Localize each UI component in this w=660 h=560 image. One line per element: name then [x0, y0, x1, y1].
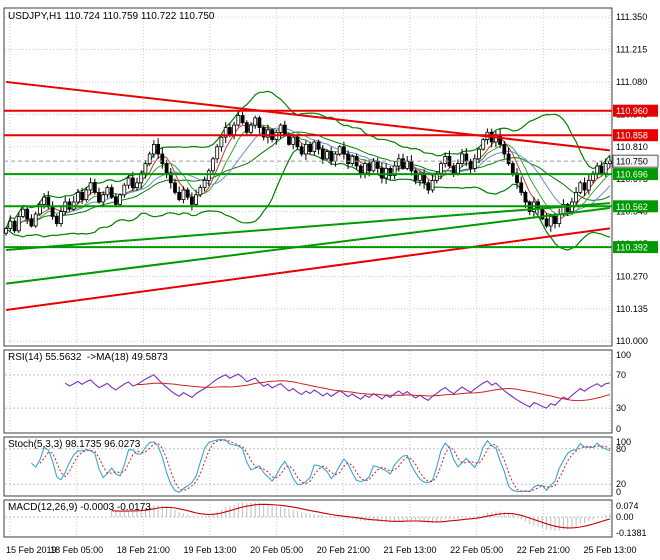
svg-text:25 Feb 13:00: 25 Feb 13:00 — [583, 545, 636, 555]
svg-text:110.562: 110.562 — [616, 202, 648, 212]
price-series — [4, 90, 612, 531]
svg-text:100: 100 — [616, 437, 631, 447]
svg-text:80: 80 — [616, 444, 626, 454]
svg-text:0: 0 — [616, 424, 621, 434]
macd-indicator-label: MACD(12,26,9) -0.0003 -0.0173 — [8, 502, 151, 513]
svg-text:111.080: 111.080 — [616, 77, 647, 87]
svg-text:111.350: 111.350 — [616, 12, 647, 22]
svg-text:110.960: 110.960 — [616, 106, 648, 116]
svg-text:-0.1381: -0.1381 — [616, 528, 647, 538]
svg-text:20 Feb 05:00: 20 Feb 05:00 — [250, 545, 303, 555]
rsi-indicator-label: RSI(14) 55.5632 ->MA(18) 49.5873 — [8, 352, 168, 363]
svg-text:100: 100 — [616, 350, 631, 360]
svg-text:19 Feb 13:00: 19 Feb 13:00 — [183, 545, 236, 555]
svg-text:15 Feb 2019: 15 Feb 2019 — [6, 545, 57, 555]
grid — [3, 7, 613, 538]
svg-text:20 Feb 21:00: 20 Feb 21:00 — [317, 545, 370, 555]
svg-text:110.392: 110.392 — [616, 243, 648, 253]
svg-text:0.00: 0.00 — [616, 512, 634, 522]
svg-text:111.215: 111.215 — [616, 45, 647, 55]
price-badges: 110.960 110.858 110.696 110.562 110.392 110.7… — [612, 104, 659, 254]
stoch-indicator-label: Stoch(5,3,3) 98.1735 96.0273 — [8, 439, 141, 450]
svg-text:110.750: 110.750 — [616, 157, 648, 167]
svg-text:110.696: 110.696 — [616, 170, 648, 180]
svg-text:110.270: 110.270 — [616, 271, 648, 281]
candlesticks — [4, 109, 612, 236]
svg-text:0.074: 0.074 — [616, 501, 639, 511]
chart-title: USDJPY,H1 110.724 110.759 110.722 110.75… — [8, 11, 215, 22]
chart-objects-levels-trendlines[interactable] — [4, 80, 612, 311]
svg-text:18 Feb 05:00: 18 Feb 05:00 — [50, 545, 103, 555]
svg-text:110.000: 110.000 — [616, 336, 648, 346]
svg-text:110.810: 110.810 — [616, 142, 648, 152]
axes: 111.350111.215111.080110.945110.810110.6… — [6, 12, 659, 555]
svg-text:18 Feb 21:00: 18 Feb 21:00 — [117, 545, 170, 555]
svg-text:110.135: 110.135 — [616, 304, 648, 314]
svg-text:21 Feb 13:00: 21 Feb 13:00 — [383, 545, 436, 555]
svg-text:0: 0 — [616, 487, 621, 497]
svg-text:30: 30 — [616, 403, 626, 413]
svg-text:20: 20 — [616, 479, 626, 489]
svg-text:110.858: 110.858 — [616, 131, 648, 141]
svg-text:22 Feb 21:00: 22 Feb 21:00 — [517, 545, 570, 555]
svg-text:22 Feb 05:00: 22 Feb 05:00 — [450, 545, 503, 555]
svg-text:70: 70 — [616, 370, 626, 380]
